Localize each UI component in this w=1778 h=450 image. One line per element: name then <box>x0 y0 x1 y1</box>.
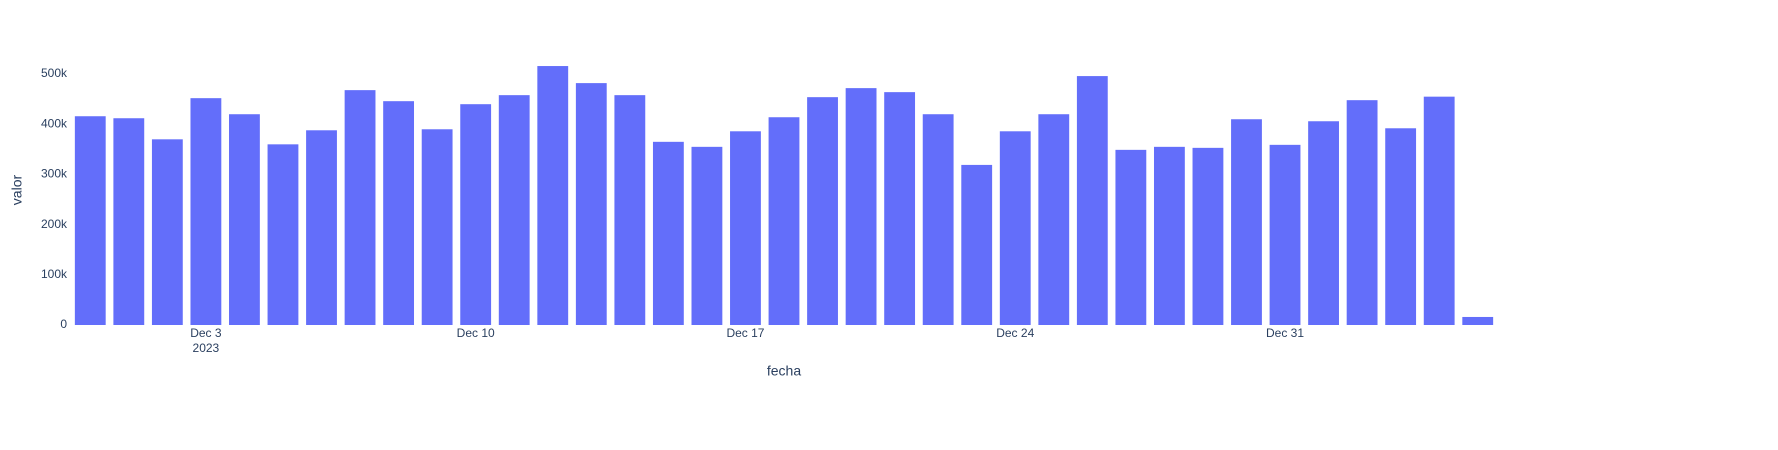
bar <box>845 88 877 325</box>
bar <box>267 144 299 325</box>
y-tick-label: 300k <box>41 167 68 181</box>
bar <box>1038 114 1070 325</box>
bar <box>807 97 838 326</box>
x-tick-label: Dec 31 <box>1266 326 1304 340</box>
x-tick-label-line: Dec 3 <box>190 326 222 340</box>
bar <box>961 164 993 325</box>
y-tick-label: 100k <box>41 267 68 281</box>
bar <box>1423 96 1455 325</box>
bar <box>1115 149 1147 325</box>
y-axis-title: valor <box>9 174 25 205</box>
bar <box>498 95 530 325</box>
bar <box>922 114 954 325</box>
x-tick-label: Dec 24 <box>996 326 1034 340</box>
bar <box>575 83 607 325</box>
bar <box>1076 76 1108 325</box>
x-tick-label-line: 2023 <box>193 341 220 355</box>
bar <box>190 98 222 326</box>
bar <box>999 131 1031 325</box>
bar <box>113 118 145 325</box>
bar <box>1153 146 1185 325</box>
bar <box>229 114 260 325</box>
bar <box>768 117 800 325</box>
x-tick-label-line: Dec 10 <box>457 326 495 340</box>
bar <box>1346 100 1378 325</box>
y-tick-label: 200k <box>41 217 68 231</box>
x-tick-label-line: Dec 24 <box>996 326 1034 340</box>
bar <box>1385 128 1417 325</box>
bar <box>421 129 453 325</box>
bar <box>884 92 916 325</box>
bar <box>691 146 723 325</box>
bar <box>537 66 569 325</box>
x-axis-title: fecha <box>767 363 801 379</box>
y-tick-label: 0 <box>60 317 67 331</box>
x-tick-label: Dec 10 <box>457 326 495 340</box>
x-tick-label-line: Dec 31 <box>1266 326 1304 340</box>
bar <box>1192 147 1224 325</box>
bar <box>1462 316 1494 325</box>
bar <box>1308 121 1339 326</box>
bar <box>460 104 492 325</box>
bar <box>730 131 761 325</box>
bar <box>652 141 684 325</box>
x-tick-label: Dec 17 <box>726 326 764 340</box>
bar <box>74 116 106 325</box>
bar <box>614 95 646 325</box>
bar <box>1231 119 1262 325</box>
bar <box>151 139 183 325</box>
bar <box>344 90 376 325</box>
bar <box>383 101 415 325</box>
bar <box>1269 144 1301 325</box>
y-tick-label: 500k <box>41 66 68 80</box>
x-tick-label: Dec 3 2023 <box>190 326 222 355</box>
bar <box>306 130 337 325</box>
x-tick-label-line: Dec 17 <box>726 326 764 340</box>
y-tick-label: 400k <box>41 116 68 130</box>
